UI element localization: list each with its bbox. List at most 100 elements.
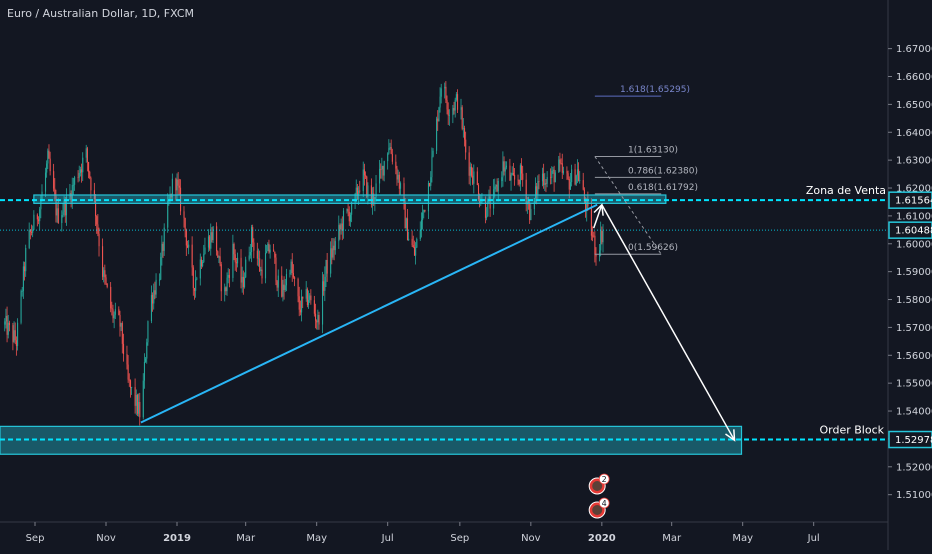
event-marker-core	[592, 505, 603, 515]
candle-body	[290, 261, 292, 274]
candle-body	[245, 259, 247, 278]
candle-body	[415, 247, 417, 256]
candle-body	[395, 161, 397, 169]
fib-retracement[interactable]: 1.618(1.65295) 1(1.63130) 0.786(1.62380) 0.…	[594, 85, 698, 255]
candle-body	[225, 287, 227, 292]
candle-body	[331, 248, 333, 258]
candle-body	[13, 330, 15, 342]
candle-body	[519, 165, 521, 185]
y-tick-label: 1.61000	[896, 211, 932, 222]
candle-body	[505, 165, 507, 168]
projection-arrow-line[interactable]	[601, 204, 736, 441]
candle-body	[217, 251, 219, 258]
candle-body	[54, 188, 56, 196]
candle-body	[154, 290, 156, 295]
candle-body	[6, 315, 8, 335]
candle-body	[14, 330, 16, 341]
drawings[interactable]	[140, 203, 736, 442]
order-block-price-tag: 1.52978	[895, 435, 932, 446]
candle-body	[510, 174, 512, 181]
candle-body	[503, 161, 505, 172]
candle-body	[551, 170, 553, 178]
candle-body	[399, 183, 402, 189]
candle-body	[285, 274, 288, 286]
candle-body	[544, 182, 546, 186]
candle-body	[128, 379, 130, 381]
candle-body	[463, 128, 466, 140]
candle-body	[65, 196, 68, 216]
candle-body	[153, 290, 155, 304]
y-tick-label: 1.67000	[896, 44, 932, 55]
sell-zone-box[interactable]	[33, 194, 667, 204]
candle-body	[487, 198, 489, 217]
candle-body	[155, 279, 157, 295]
candle-body	[171, 178, 173, 198]
candle-body	[49, 158, 51, 172]
candle-body	[41, 191, 43, 202]
candle-body	[332, 245, 334, 258]
candle-body	[89, 171, 91, 178]
candle-body	[347, 209, 349, 212]
candle-body	[553, 169, 555, 183]
x-tick-label: Jul	[381, 533, 394, 544]
candle-body	[184, 217, 186, 231]
candle-body	[552, 169, 554, 171]
candle-body	[437, 118, 439, 122]
candle-body	[405, 218, 407, 229]
candle-body	[211, 232, 213, 241]
candle-body	[348, 211, 350, 222]
candle-body	[256, 250, 258, 259]
zones[interactable]: Zona de Venta Order Block	[0, 184, 888, 455]
candle-body	[536, 186, 538, 196]
candle-body	[559, 159, 561, 163]
candle-body	[28, 229, 30, 248]
candle-body	[525, 179, 527, 205]
candle-body	[40, 201, 42, 210]
candle-body	[186, 245, 189, 248]
candle-body	[302, 296, 304, 299]
candle-body	[118, 309, 120, 315]
candle-body	[232, 243, 234, 278]
candle-body	[338, 225, 340, 242]
candle-body	[259, 258, 261, 271]
candle-body	[538, 180, 540, 182]
candle-body	[398, 174, 400, 189]
support-trendline[interactable]	[140, 203, 598, 424]
y-tick-label: 1.65000	[896, 100, 932, 111]
candle-body	[22, 266, 24, 291]
candle-body	[423, 209, 425, 213]
candle-body	[537, 180, 539, 196]
candle-body	[48, 150, 50, 159]
candle-body	[323, 281, 325, 291]
candle-body	[64, 200, 66, 216]
candle-body	[439, 96, 441, 108]
candle-body	[422, 212, 424, 221]
candle-body	[578, 169, 580, 181]
candle-body	[452, 108, 454, 116]
y-tick-label: 1.60000	[896, 239, 932, 250]
candle-body	[17, 322, 19, 346]
candle-body	[582, 180, 584, 190]
projection-arrow-line[interactable]	[592, 204, 603, 229]
candle-body	[521, 165, 523, 174]
candle-body	[390, 147, 392, 154]
candle-body	[382, 165, 384, 176]
candle-body	[55, 195, 57, 216]
candle-body	[139, 401, 141, 418]
candle-body	[444, 86, 446, 89]
candle-body	[220, 264, 222, 292]
event-markers[interactable]: 24	[588, 473, 610, 519]
candle-body	[226, 277, 228, 292]
candle-body	[284, 285, 286, 290]
candle-body	[46, 163, 48, 173]
candle-body	[514, 174, 516, 180]
candle-body	[78, 172, 80, 178]
candle-body	[95, 198, 97, 217]
candle-body	[202, 261, 204, 267]
candle-body	[406, 218, 409, 241]
candle-body	[167, 200, 169, 228]
candle-body	[292, 273, 294, 278]
candle-body	[276, 281, 278, 288]
